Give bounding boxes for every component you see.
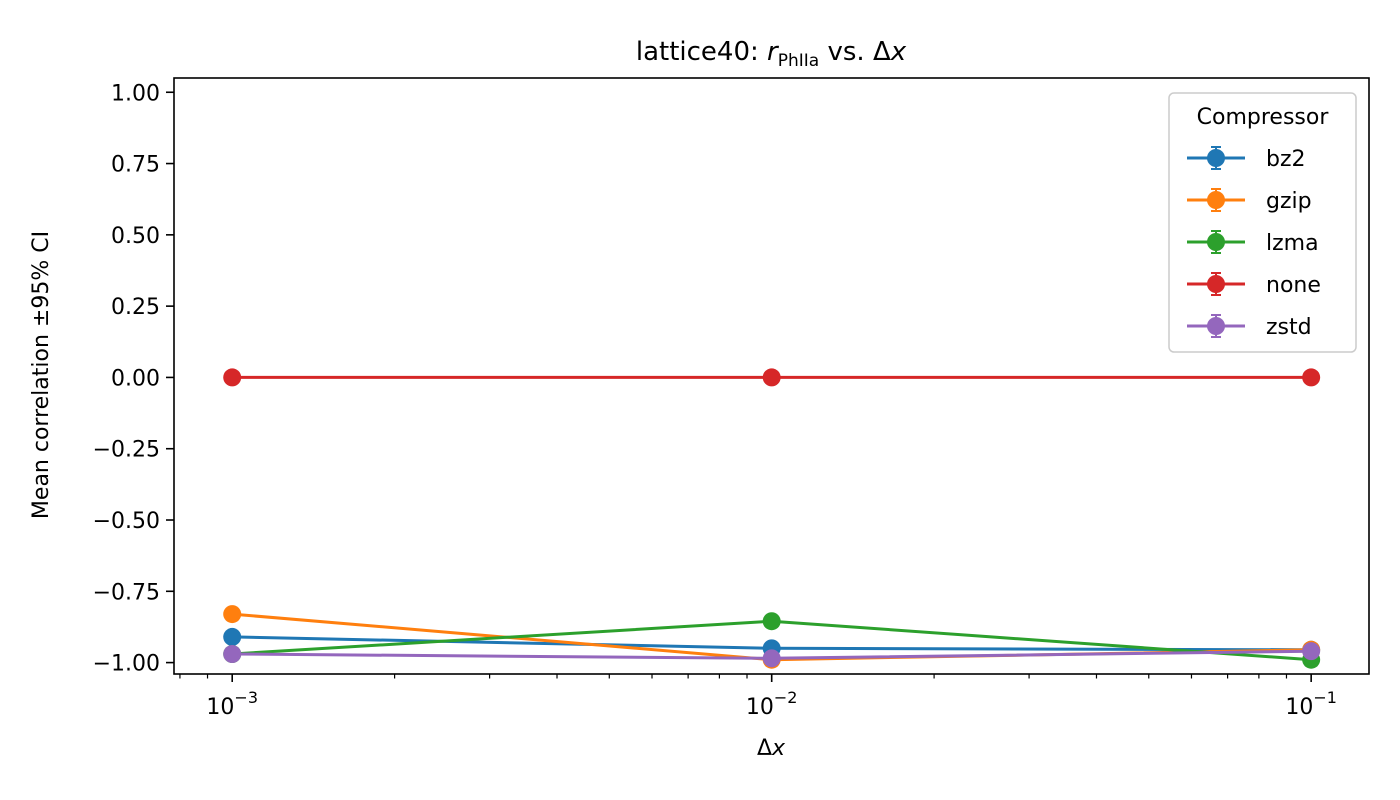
y-tick-label: 0.00 [111,366,160,391]
y-tick-label: −1.00 [93,652,160,677]
chart-title: lattice40: rPhIIa vs. Δx [636,37,907,71]
legend-marker [1207,233,1225,251]
y-axis: 1.00 0.75 0.50 0.25 0.00 −0.25 −0.50 −0.75 −1.00 [93,81,174,677]
chart-title-var: r [767,37,780,67]
data-point-none [1302,368,1321,387]
x-axis-title-var: x [771,736,786,761]
legend-title: Compressor [1197,105,1330,130]
legend-label: zstd [1266,315,1312,340]
data-point-zstd [223,645,242,664]
chart-title-sub: PhIIa [778,51,819,71]
legend-label: gzip [1266,189,1312,214]
y-tick-label: −0.25 [93,438,160,463]
legend-item-lzma: lzma [1187,230,1319,256]
y-tick-label: 0.75 [111,153,160,178]
legend-marker [1207,149,1225,167]
legend-item-gzip: gzip [1187,188,1312,214]
data-point-zstd [762,649,781,668]
x-tick-label: 10−2 [746,688,798,720]
legend-label: lzma [1266,231,1319,256]
legend-label: bz2 [1266,147,1306,172]
legend-item-bz2: bz2 [1187,146,1306,172]
y-tick-label: 1.00 [111,81,160,106]
data-point-none [762,368,781,387]
data-point-gzip [223,605,242,624]
series-zstd [223,642,1321,668]
data-point-lzma [762,612,781,631]
data-point-bz2 [223,627,242,646]
legend: Compressor bz2 gzip lzma none zstd [1168,92,1357,353]
chart-title-var2: x [890,37,907,67]
data-point-zstd [1302,642,1321,661]
y-tick-label: 0.25 [111,295,160,320]
series-layer [223,368,1321,669]
x-axis-title: Δx [757,736,786,761]
data-point-none [223,368,242,387]
legend-box [1168,92,1357,353]
y-tick-label: −0.50 [93,509,160,534]
y-axis-title: Mean correlation ±95% CI [29,231,54,519]
y-tick-label: 0.50 [111,224,160,249]
y-tick-label: −0.75 [93,580,160,605]
x-tick-label: 10−3 [206,688,258,720]
legend-marker [1207,275,1225,293]
legend-item-none: none [1187,272,1321,298]
x-tick-label: 10−1 [1285,688,1337,720]
series-none [223,368,1321,387]
legend-marker [1207,317,1225,335]
chart-title-main: lattice40: [636,37,767,67]
x-axis: 10−3 10−2 10−1 [179,674,1337,720]
x-axis-title-prefix: Δ [757,736,772,761]
legend-item-zstd: zstd [1187,314,1312,340]
legend-label: none [1266,273,1321,298]
legend-marker [1207,191,1225,209]
chart-title-tail: vs. Δ [819,37,891,67]
